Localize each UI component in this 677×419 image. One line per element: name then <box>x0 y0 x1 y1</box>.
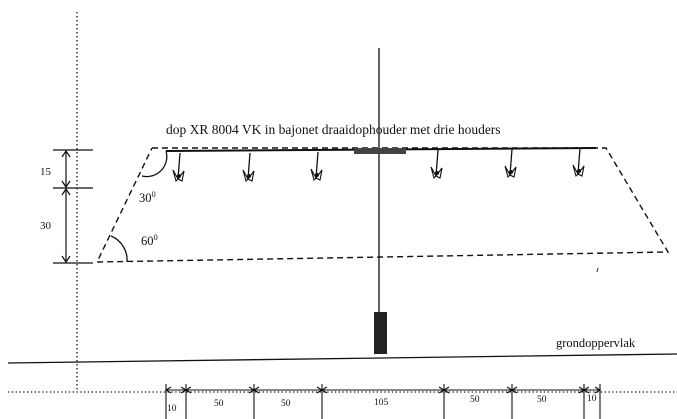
dimension-label-15: 15 <box>40 166 52 178</box>
nozzle-icon <box>310 151 323 182</box>
spray-envelope-dashed <box>95 147 670 263</box>
bottom-dim-50-b: 50 <box>281 399 291 409</box>
nozzle-icon <box>242 152 255 183</box>
bottom-dim-105: 105 <box>374 398 389 408</box>
angle-label-30: 300 <box>139 189 156 205</box>
nozzle-icon <box>572 147 585 178</box>
bottom-dim-50-d: 50 <box>537 395 547 405</box>
angle-arc-30 <box>141 150 168 178</box>
bottom-dimension-lines <box>164 384 602 419</box>
dimension-label-30: 30 <box>40 220 52 232</box>
stray-mark <box>596 267 599 273</box>
nozzle-icon <box>430 149 443 180</box>
bottom-dim-10-right: 10 <box>587 394 597 404</box>
bottom-dim-10-left: 10 <box>167 404 177 414</box>
nozzle-icon <box>172 152 185 183</box>
bottom-dim-50-a: 50 <box>214 399 224 409</box>
bottom-dim-50-c: 50 <box>470 395 480 405</box>
vertical-dimension-lines <box>53 149 93 264</box>
nozzle-group <box>172 147 585 183</box>
diagram-title: dop XR 8004 VK in bajonet draaidophouder… <box>166 122 501 137</box>
boom-center-block <box>354 148 406 154</box>
angle-arc-60 <box>110 235 128 263</box>
mast-base-block <box>374 312 387 354</box>
ground-line <box>7 353 677 364</box>
nozzle-icon <box>504 148 517 179</box>
ground-label: grondoppervlak <box>556 336 636 350</box>
angle-label-60: 600 <box>141 232 158 248</box>
